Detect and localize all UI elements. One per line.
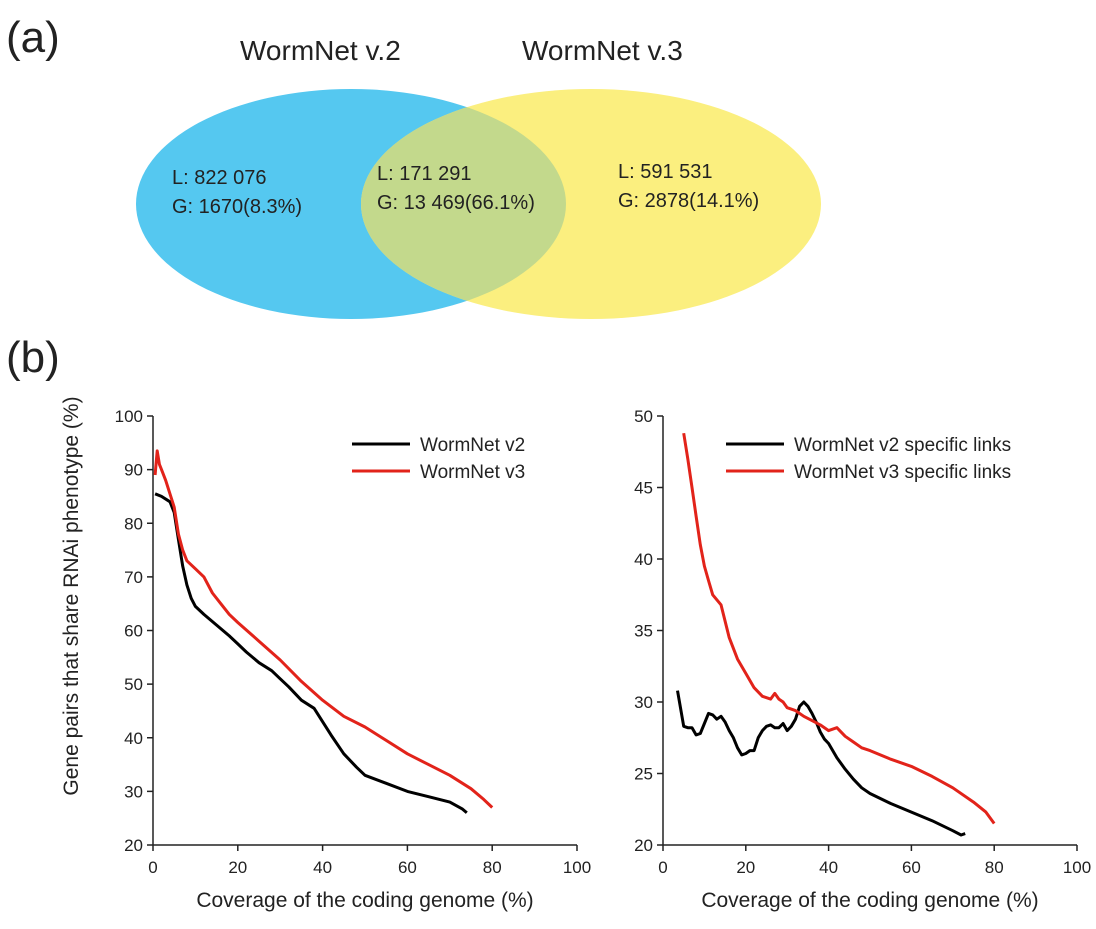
x-axis-title: Coverage of the coding genome (%) bbox=[701, 889, 1038, 912]
y-tick-label: 35 bbox=[634, 622, 653, 641]
y-tick-label: 50 bbox=[124, 675, 143, 694]
legend-label: WormNet v2 specific links bbox=[794, 435, 1011, 456]
series-line-2 bbox=[153, 449, 494, 809]
x-tick-label: 20 bbox=[736, 858, 755, 877]
x-tick-label: 100 bbox=[563, 858, 591, 877]
y-tick-label: 50 bbox=[634, 407, 653, 426]
left-only-links: L: 822 076 bbox=[172, 167, 267, 189]
right-only-links: L: 591 531 bbox=[618, 161, 713, 183]
series-line-1 bbox=[676, 690, 966, 837]
x-tick-label: 80 bbox=[483, 858, 502, 877]
x-tick-label: 0 bbox=[658, 858, 667, 877]
legend-label: WormNet v2 bbox=[420, 435, 525, 456]
y-tick-label: 100 bbox=[115, 407, 143, 426]
venn-left-title: WormNet v.2 bbox=[240, 35, 401, 66]
chart-right: 0 20 40 60 80 100 20 25 30 35 40 45 50 Coverage of th… bbox=[634, 407, 1091, 912]
y-tick-label: 80 bbox=[124, 514, 143, 533]
x-tick-label: 40 bbox=[313, 858, 332, 877]
y-tick-label: 40 bbox=[634, 550, 653, 569]
series-line-1 bbox=[154, 492, 468, 814]
y-tick-label: 90 bbox=[124, 461, 143, 480]
x-tick-label: 20 bbox=[228, 858, 247, 877]
chart-left: 0 20 40 60 80 100 20 30 40 50 60 70 80 90 100 Coverage … bbox=[115, 407, 592, 912]
y-tick-label: 40 bbox=[124, 729, 143, 748]
y-tick-label: 25 bbox=[634, 765, 653, 784]
legend-label: WormNet v3 bbox=[420, 462, 525, 483]
overlap-genes: G: 13 469(66.1%) bbox=[377, 192, 535, 214]
y-tick-label: 20 bbox=[634, 836, 653, 855]
x-axis-title: Coverage of the coding genome (%) bbox=[196, 889, 533, 912]
x-tick-label: 80 bbox=[985, 858, 1004, 877]
y-tick-label: 45 bbox=[634, 479, 653, 498]
overlap-links: L: 171 291 bbox=[377, 163, 472, 185]
x-tick-label: 100 bbox=[1063, 858, 1091, 877]
venn-overlap bbox=[361, 89, 566, 319]
shared-y-axis-title: Gene pairs that share RNAi phenotype (%) bbox=[60, 396, 83, 795]
x-tick-label: 60 bbox=[902, 858, 921, 877]
venn-right-title: WormNet v.3 bbox=[522, 35, 683, 66]
panel-a-label: (a) bbox=[6, 13, 60, 62]
y-tick-label: 70 bbox=[124, 568, 143, 587]
y-tick-label: 30 bbox=[634, 693, 653, 712]
x-tick-label: 40 bbox=[819, 858, 838, 877]
right-only-genes: G: 2878(14.1%) bbox=[618, 190, 759, 212]
venn-diagram: WormNet v.2 WormNet v.3 L: 822 076 G: 16… bbox=[136, 35, 821, 319]
y-tick-label: 30 bbox=[124, 782, 143, 801]
series-line-2 bbox=[682, 432, 996, 825]
legend-label: WormNet v3 specific links bbox=[794, 462, 1011, 483]
y-tick-label: 20 bbox=[124, 836, 143, 855]
x-tick-label: 60 bbox=[398, 858, 417, 877]
x-tick-label: 0 bbox=[148, 858, 157, 877]
panel-b-label: (b) bbox=[6, 333, 60, 382]
y-tick-label: 60 bbox=[124, 622, 143, 641]
left-only-genes: G: 1670(8.3%) bbox=[172, 196, 302, 218]
